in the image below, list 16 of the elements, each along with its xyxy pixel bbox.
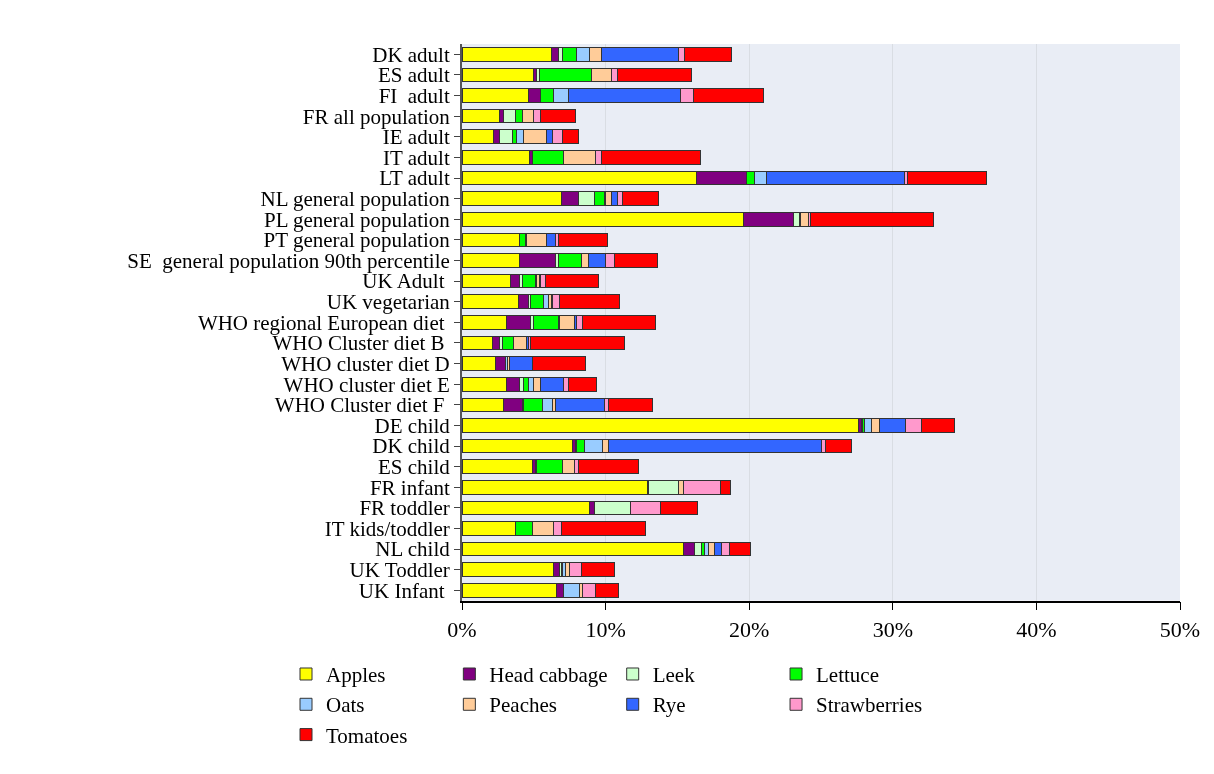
legend-label: Head cabbage: [489, 663, 608, 688]
legend-label: Peaches: [489, 693, 557, 718]
x-tick-label: 20%: [729, 616, 770, 642]
x-tick-label: 0%: [447, 616, 477, 642]
legend-label: Oats: [326, 693, 365, 718]
y-tick-label: UK vegetarian: [326, 290, 451, 315]
legend-label: Apples: [326, 663, 386, 688]
x-tick-label: 40%: [1016, 616, 1057, 642]
legend-label: Rye: [652, 693, 686, 718]
x-tick-label: 50%: [1159, 616, 1201, 642]
legend-label: Lettuce: [816, 663, 879, 688]
x-tick-label: 10%: [585, 616, 626, 642]
x-tick-label: 30%: [872, 616, 913, 642]
legend-label: Tomatoes: [326, 723, 408, 748]
legend-label: Strawberries: [816, 693, 923, 718]
legend-label: Leek: [652, 663, 696, 688]
